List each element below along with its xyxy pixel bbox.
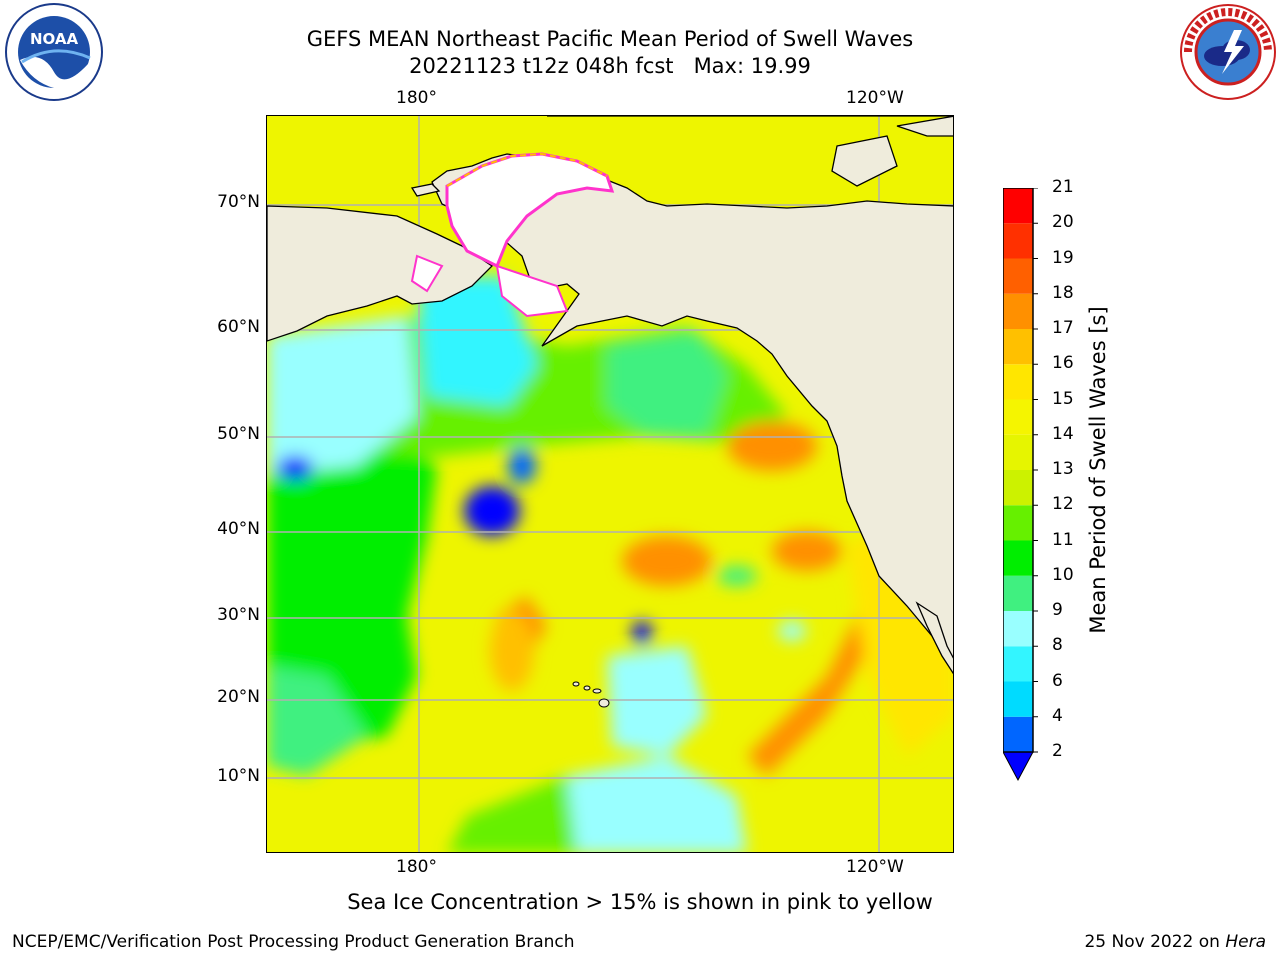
island-oahu [583,685,591,691]
colorbar-tick-8: 8 [1052,635,1063,656]
field-blue-pocket-central [464,486,520,536]
sea-ice-chukchi [445,152,615,269]
noaa-logo: NOAA [2,2,106,106]
field-orange-east-1 [622,536,712,586]
colorbar-bin-15-16 [1003,364,1033,400]
colorbar-graphic [1002,187,1038,782]
sea-ice-edge-yellow [446,152,608,187]
colorbar-bin-11-12 [1003,505,1033,541]
title-line-2: 20221123 t12z 048h fcst Max: 19.99 [409,54,811,78]
field-blue-pocket-west [277,456,313,480]
footer-date-text: 25 Nov 2022 on [1084,932,1220,952]
field-cyan-tropics [547,756,747,852]
colorbar-tick-12: 12 [1052,494,1074,515]
colorbar-bin-10-11 [1003,540,1033,576]
colorbar-bin-14-15 [1003,399,1033,435]
map-panel [266,115,954,853]
island-hawaii [598,698,610,708]
sea-ice-bering [495,264,569,318]
lat-label-50n: 50°N [217,424,260,444]
land-masses [267,116,953,675]
title-line-1: GEFS MEAN Northeast Pacific Mean Period … [306,27,914,51]
field-blue-pocket-south [632,621,652,645]
land-wrangel-island [410,183,441,197]
colorbar-tick-10: 10 [1052,564,1074,585]
colorbar-bin-6-8 [1003,646,1033,682]
land-arctic-island-2 [831,135,898,187]
colorbar-bin-17-18 [1003,293,1033,329]
colorbar-tick-4: 4 [1052,705,1063,726]
land-siberia [267,205,494,342]
swell-period-map [267,116,953,852]
colorbar-tick-6: 6 [1052,670,1063,691]
footer-machine: Hera [1225,932,1266,952]
sea-ice [410,152,615,318]
colorbar-bin-8-9 [1003,611,1033,647]
colorbar-tick-9: 9 [1052,600,1063,620]
swell-field [267,276,953,852]
field-green-gulf [607,331,727,436]
field-cyan-bering [267,316,417,476]
lat-label-20n: 20°N [217,687,260,707]
colorbar-bin-13-14 [1003,434,1033,470]
colorbar-under-triangle [1002,751,1034,782]
sea-ice-anadyr [410,254,444,293]
colorbar-ticklines [1033,187,1038,753]
colorbar-bin-16-17 [1003,329,1033,365]
colorbar-bin-4-6 [1003,681,1033,717]
colorbar-tick-14: 14 [1052,423,1074,444]
colorbar-bin-19-20 [1003,223,1033,259]
nws-logo [1178,2,1278,106]
lat-label-70n: 70°N [217,192,260,212]
colorbar-tick-20: 20 [1052,212,1074,233]
colorbar-tick-2: 2 [1052,741,1063,761]
lon-label-top-120w: 120°W [846,88,904,108]
field-orange-east-2 [772,531,842,571]
field-green-sw [267,666,367,776]
lat-label-40n: 40°N [217,519,260,539]
field-cyan-hawaii [607,646,707,756]
field-green-east-eddy [717,566,757,586]
colorbar-bin-2-4 [1003,716,1033,752]
colorbar-tick-21: 21 [1052,177,1074,197]
colorbar-bin-18-19 [1003,258,1033,294]
figure-title: GEFS MEAN Northeast Pacific Mean Period … [0,26,1220,80]
lat-label-10n: 10°N [217,766,260,786]
field-gold-central [490,611,534,691]
hawaiian-islands [572,681,610,708]
colorbar-bins [1003,188,1033,752]
lat-label-60n: 60°N [217,317,260,337]
footer-credit: NCEP/EMC/Verification Post Processing Pr… [12,932,575,952]
land-baja [915,601,953,675]
colorbar-tick-18: 18 [1052,282,1074,303]
lon-label-bottom-180: 180° [396,857,437,877]
field-orange-se-streak [747,616,877,776]
colorbar-tick-15: 15 [1052,388,1074,409]
field-orange-ne [727,421,817,471]
field-cyan-east-eddy [778,621,806,641]
field-blue-pocket-mid [508,448,536,484]
field-cyan-strait [417,276,537,406]
field-green-tropics [448,776,577,852]
colorbar-tick-16: 16 [1052,353,1074,374]
noaa-logo-text: NOAA [30,30,79,48]
colorbar-bin-9-10 [1003,575,1033,611]
colorbar-bin-12-13 [1003,470,1033,506]
island-kauai [572,681,580,687]
lon-label-bottom-120w: 120°W [846,857,904,877]
colorbar [1002,187,1038,783]
colorbar-tick-19: 19 [1052,247,1074,268]
colorbar-bin-20-21 [1003,188,1033,224]
colorbar-title: Mean Period of Swell Waves [s] [1086,306,1110,634]
sea-ice-caption: Sea Ice Concentration > 15% is shown in … [347,890,933,914]
footer-date: 25 Nov 2022 on Hera [1084,932,1266,952]
colorbar-tick-11: 11 [1052,529,1074,550]
island-maui [592,688,602,694]
lat-label-30n: 30°N [217,605,260,625]
colorbar-tick-13: 13 [1052,459,1074,479]
lon-label-top-180: 180° [396,88,437,108]
land-arctic-island-1 [896,116,953,137]
colorbar-tick-17: 17 [1052,318,1074,338]
